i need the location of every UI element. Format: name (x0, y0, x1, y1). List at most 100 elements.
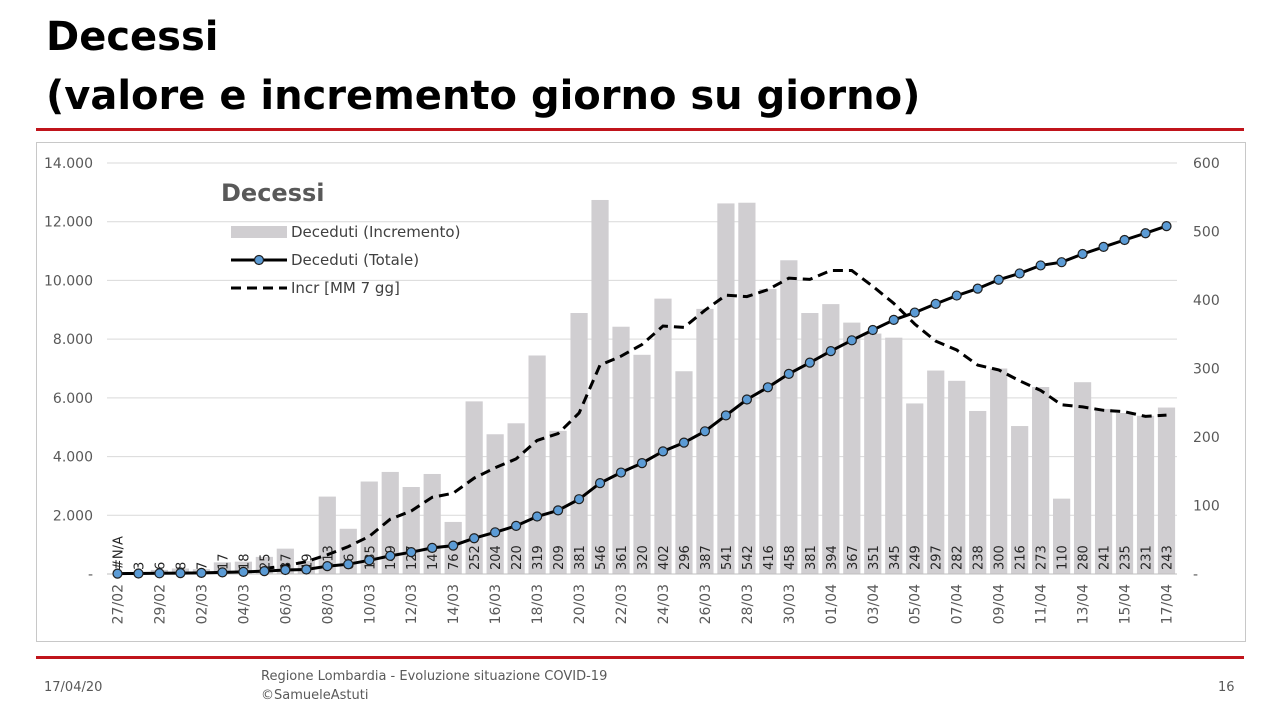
x-tick-label: 02/03 (194, 584, 210, 624)
increment-data-label: 18 (237, 553, 252, 570)
increment-data-label: 282 (951, 545, 966, 570)
bar-increment (1011, 426, 1029, 574)
x-tick-label: 22/03 (614, 584, 630, 624)
bar-increment (360, 481, 378, 574)
increment-data-label: 297 (930, 545, 945, 570)
x-tick-label: 13/04 (1076, 584, 1092, 624)
x-tick-label: 07/04 (950, 584, 966, 624)
total-marker (217, 567, 228, 578)
total-marker (615, 467, 627, 478)
bar-increment (927, 370, 945, 574)
bar-increment (528, 355, 546, 574)
total-marker (1056, 257, 1067, 268)
x-tick-label: 03/04 (866, 584, 882, 624)
title-divider (36, 128, 1244, 131)
footer-credit: ©SamueleAstuti (261, 688, 369, 703)
x-tick-label: 16/03 (488, 584, 504, 624)
bar-increment (675, 371, 693, 574)
increment-data-label: 220 (510, 545, 525, 570)
total-marker (1140, 228, 1151, 239)
bar-increment (654, 298, 672, 574)
increment-data-label: 17 (216, 553, 231, 570)
total-marker (343, 559, 354, 570)
total-marker (196, 567, 207, 578)
total-marker (238, 566, 249, 577)
increment-data-label: 319 (531, 545, 546, 570)
bar-increment (1073, 382, 1092, 574)
total-marker (657, 446, 669, 457)
y-right-tick-label: 300 (1193, 362, 1220, 378)
total-marker (490, 527, 501, 538)
bar-increment (381, 471, 399, 574)
increment-data-label: 252 (468, 545, 483, 570)
chart-title: Decessi (221, 179, 325, 207)
footer-date: 17/04/20 (44, 680, 103, 695)
increment-data-label: 367 (846, 545, 861, 570)
increment-data-label: 300 (993, 545, 1008, 570)
bar-increment (906, 403, 924, 574)
total-marker (909, 307, 920, 318)
increment-data-label: 76 (447, 553, 462, 570)
bar-increment (1094, 408, 1113, 574)
bar-increment (1157, 407, 1176, 574)
bar-increment (591, 199, 609, 575)
x-tick-label: 24/03 (656, 584, 672, 624)
total-marker (322, 561, 333, 572)
x-tick-label: 15/04 (1118, 584, 1134, 624)
total-marker (259, 566, 270, 577)
bar-increment (1053, 498, 1071, 574)
x-tick-label: 29/02 (152, 584, 168, 624)
total-marker (762, 382, 773, 393)
x-tick-label: 14/03 (446, 584, 462, 624)
total-marker (741, 394, 753, 405)
increment-data-label: 345 (888, 545, 903, 570)
increment-data-label: 320 (636, 545, 651, 570)
y-right-tick-label: 200 (1193, 430, 1220, 446)
increment-data-label: 209 (552, 545, 567, 570)
bar-increment (864, 333, 882, 574)
x-tick-label: 09/04 (992, 584, 1008, 624)
x-tick-label: 11/04 (1034, 584, 1050, 624)
total-marker (825, 345, 836, 357)
chart-frame: - 2.000 4.000 6.000 8.000 10.000 12.000 14.000 -… (36, 142, 1246, 642)
increment-data-label: 351 (867, 545, 882, 570)
legend-label-moving-average: Incr [MM 7 gg] (291, 279, 400, 297)
y-left-tick-label: 10.000 (44, 273, 93, 289)
increment-data-label: 542 (741, 545, 756, 570)
total-marker (573, 494, 585, 505)
total-marker (636, 458, 648, 469)
increment-data-label: 8 (174, 562, 189, 570)
bar-increment (612, 326, 630, 574)
total-marker (1098, 241, 1109, 253)
moving-average-line (264, 269, 1167, 570)
total-marker (112, 568, 123, 579)
increment-data-label: 394 (825, 545, 840, 570)
page-number: 16 (1218, 680, 1235, 695)
x-tick-label: 28/03 (740, 584, 756, 624)
bar-increment (780, 260, 798, 574)
bar-increment (822, 304, 840, 574)
bar-increment (969, 410, 987, 574)
x-tick-label: 12/03 (404, 584, 420, 624)
legend-label-total: Deceduti (Totale) (291, 251, 419, 269)
total-marker (175, 567, 186, 579)
increment-data-label: 402 (657, 545, 672, 570)
bar-increment (1136, 415, 1155, 574)
x-tick-label: 30/03 (782, 584, 798, 624)
total-marker (993, 274, 1004, 285)
increment-data-label: 235 (1119, 545, 1134, 570)
bar-increment (759, 289, 777, 574)
total-marker (804, 357, 815, 368)
total-marker (427, 542, 438, 553)
increment-data-label: 296 (678, 545, 693, 570)
increment-data-label: 458 (783, 545, 798, 570)
increment-data-label: 6 (153, 562, 168, 570)
total-marker (888, 314, 899, 325)
increment-data-label: 387 (699, 545, 714, 570)
y-left-tick-label: - (88, 567, 93, 583)
bar-increment (717, 203, 735, 574)
increment-data-label: 416 (762, 545, 777, 570)
total-marker (280, 564, 291, 576)
y-left-tick-label: 8.000 (53, 332, 93, 348)
total-marker (720, 410, 732, 421)
